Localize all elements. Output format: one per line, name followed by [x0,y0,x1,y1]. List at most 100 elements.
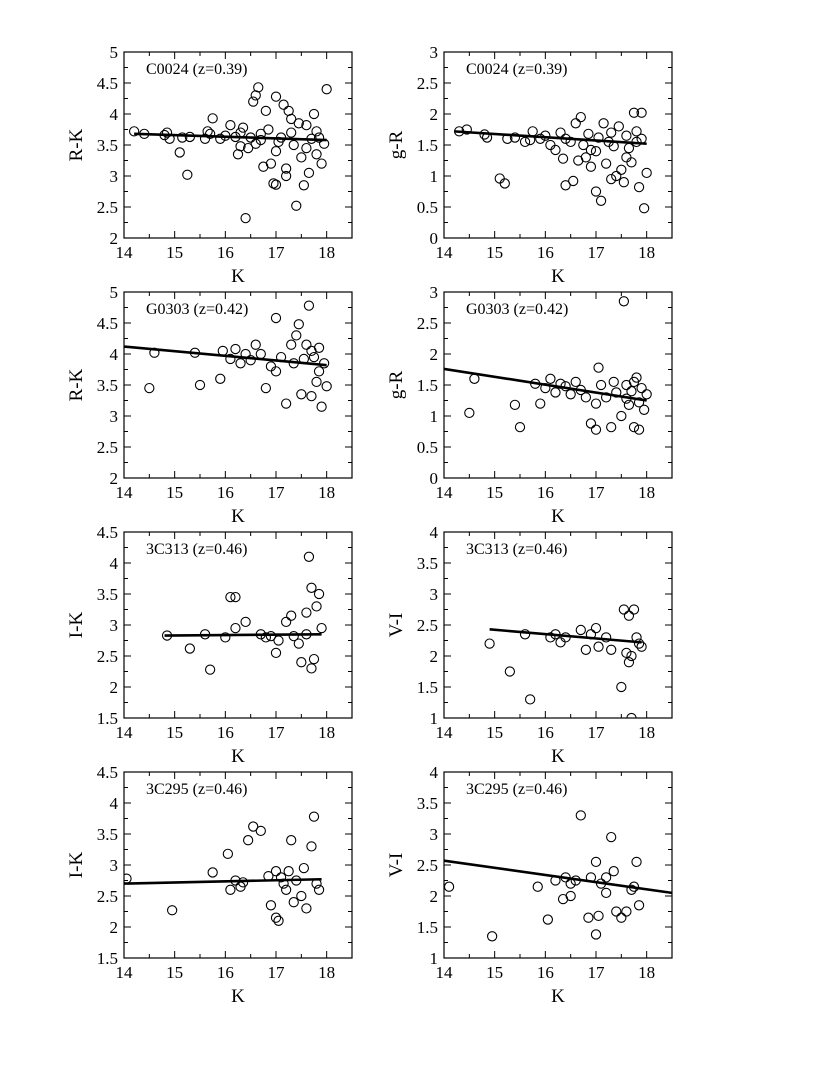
data-point [215,373,226,384]
y-tick-label: 4 [430,523,439,542]
y-tick-label: 3 [430,43,439,62]
x-tick-label: 16 [217,723,234,742]
data-point [291,330,302,341]
data-point [616,164,627,175]
data-point [593,362,604,373]
data-point [288,897,299,908]
data-point [628,604,640,615]
y-tick-label: 2.5 [97,198,118,217]
points-group [444,810,645,942]
data-point [207,867,218,878]
data-point [240,616,251,628]
y-tick-label: 3.5 [417,794,438,813]
fit-line [164,633,322,637]
data-point [270,366,282,377]
data-point [623,657,635,668]
data-point [600,887,612,899]
data-point [204,664,216,675]
data-point [509,399,521,410]
x-tick-label: 15 [486,723,503,742]
data-point [245,355,256,366]
data-point [280,398,292,409]
data-point [301,903,312,914]
data-point [182,169,193,180]
data-point [550,144,561,156]
data-point [514,422,526,433]
data-point [296,657,307,668]
y-tick-label: 4 [110,105,119,124]
data-point [288,631,299,642]
data-point [303,551,315,562]
y-axis-label: I-K [66,852,87,879]
data-point [248,96,259,107]
data-point [585,144,597,156]
data-point [616,681,627,693]
scatter-panel: 14 15 16 17 18 0 0.5 1 1.5 2 2.5 3 Kg-R G0303 (z=0.42… [386,283,673,527]
data-point [568,175,579,187]
x-tick-label: 18 [638,483,655,502]
data-point [535,398,546,409]
y-tick-label: 4 [110,794,119,813]
data-point [593,641,604,652]
data-point [595,379,607,391]
y-axis-label: g-R [386,370,407,399]
panel-title: 3C313 (z=0.46) [466,541,567,558]
y-tick-label: 2.5 [97,647,118,666]
points-group [161,551,327,675]
data-point [316,158,327,169]
y-axis-label: I-K [66,612,87,639]
y-tick-label: 1 [430,709,439,728]
data-point [124,873,132,884]
data-point [308,108,320,120]
data-point [542,914,554,925]
data-point [298,180,310,191]
data-point [461,124,472,135]
data-point [316,622,327,634]
y-axis-label: R-K [66,128,87,161]
data-point [273,915,284,926]
data-point [621,906,632,917]
y-tick-label: 3 [430,283,439,302]
data-point [590,186,602,197]
x-tick-label: 16 [217,483,234,502]
x-axis-label: K [551,266,565,287]
y-tick-label: 1.5 [97,949,118,968]
data-point [444,881,455,892]
x-axis-label: K [551,746,565,767]
x-tick-label: 17 [268,723,286,742]
data-point [623,399,635,410]
panel-title: C0024 (z=0.39) [146,61,247,78]
y-tick-label: 0 [430,469,439,488]
y-tick-label: 0.5 [417,198,438,217]
data-point [306,391,317,402]
data-point [606,422,617,433]
y-tick-label: 4.5 [97,74,118,93]
data-point [301,339,312,350]
data-point [600,872,612,883]
y-tick-label: 2.5 [417,616,438,635]
fit-line [444,859,672,895]
data-point [636,107,647,118]
data-point [303,300,315,311]
data-point [255,825,266,837]
data-point [585,161,597,172]
x-tick-label: 16 [537,723,554,742]
data-point [583,128,594,139]
data-point [296,152,307,163]
data-point [623,610,635,621]
data-point [621,647,632,659]
data-point [631,126,642,137]
data-point [606,127,617,138]
x-tick-label: 17 [268,483,286,502]
data-point [260,632,272,643]
data-point [280,163,292,174]
data-point [270,912,282,923]
data-point [161,127,173,138]
data-point [222,848,234,859]
y-tick-label: 2 [430,887,439,906]
x-tick-label: 18 [638,243,655,262]
data-point [240,213,251,224]
y-tick-label: 4.5 [97,763,118,782]
points-group [484,604,647,718]
